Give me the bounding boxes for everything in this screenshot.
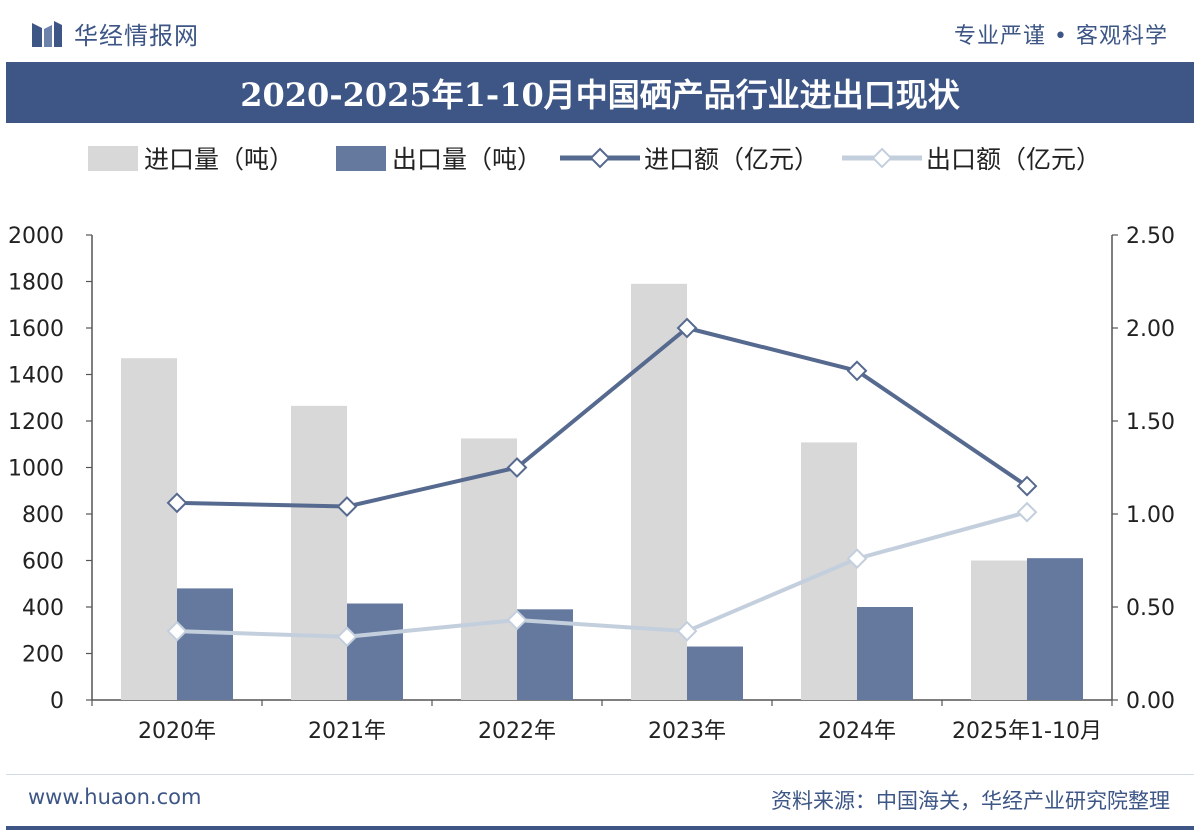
legend-line-export-value (842, 147, 922, 169)
marker-import-value (166, 492, 188, 514)
header-bar: 华经情报网 专业严谨 • 客观科学 (0, 0, 1200, 62)
brand-name: 华经情报网 (74, 22, 199, 50)
left-tick-label: 1600 (8, 317, 64, 342)
marker-import-value (336, 496, 358, 517)
marker-export-value (676, 620, 698, 642)
legend-swatch-export-volume (336, 145, 386, 171)
marker-export-value (846, 548, 868, 570)
left-tick-label: 2000 (8, 224, 64, 249)
x-tick-label: 2020年 (138, 719, 216, 744)
bar-export-volume (1027, 558, 1083, 700)
left-tick-label: 1000 (8, 457, 64, 482)
bar-import-volume (291, 405, 347, 700)
legend-label-export-volume: 出口量（吨） (392, 145, 543, 174)
legend-item-import-value: 进口额（亿元） (560, 138, 819, 178)
brand: 华经情报网 (30, 16, 199, 51)
marker-export-value (1016, 501, 1038, 523)
footer-url: www.huaon.com (28, 785, 202, 809)
brand-logo-icon (32, 20, 62, 47)
right-tick-label: 0.00 (1126, 689, 1175, 714)
chart-plot: 0 200 400 600 800 1000 1200 1400 1600 1800 2000 0.0… (8, 224, 1175, 744)
footer-source: 资料来源：中国海关，华经产业研究院整理 (771, 789, 1170, 813)
marker-export-value (506, 609, 528, 631)
left-tick-label: 600 (22, 550, 64, 575)
legend-label-export-value: 出口额（亿元） (926, 145, 1102, 174)
legend-item-export-value: 出口额（亿元） (842, 138, 1101, 178)
marker-export-value (166, 620, 188, 642)
marker-import-value (1016, 475, 1038, 497)
legend-label-import-volume: 进口量（吨） (144, 145, 295, 174)
right-tick-label: 1.50 (1126, 410, 1175, 435)
bar-import-volume (631, 283, 687, 700)
slogan: 专业严谨 • 客观科学 (954, 24, 1168, 49)
right-tick-label: 0.50 (1126, 596, 1175, 621)
right-tick-label: 2.50 (1126, 224, 1175, 249)
chart-title: 2020-2025年1-10月中国硒产品行业进出口现状 (240, 75, 960, 114)
footer-divider (6, 774, 1194, 775)
right-tick-label: 2.00 (1126, 317, 1175, 342)
x-tick-label: 2023年 (648, 719, 726, 744)
x-tick-label: 2022年 (478, 719, 556, 744)
marker-import-value (846, 360, 868, 382)
title-bar: 2020-2025年1-10月中国硒产品行业进出口现状 (6, 62, 1194, 123)
legend-line-import-value (560, 147, 640, 169)
marker-import-value (506, 457, 528, 478)
left-tick-label: 1800 (8, 271, 64, 296)
bar-import-volume (121, 358, 177, 700)
chart-legend: 进口量（吨） 出口量（吨） 进口额（亿元） 出口额（亿元） (0, 134, 1200, 184)
x-tick-label: 2024年 (818, 719, 896, 744)
left-tick-label: 400 (22, 596, 64, 621)
legend-item-import-volume: 进口量（吨） (88, 138, 294, 178)
x-tick-label: 2021年 (308, 719, 386, 744)
bar-export-volume (857, 607, 913, 700)
bar-export-volume (347, 603, 403, 700)
left-tick-label: 1400 (8, 364, 64, 389)
bar-import-volume (971, 560, 1027, 700)
left-tick-label: 0 (50, 689, 64, 714)
line-export-value (176, 510, 1028, 639)
left-tick-label: 200 (22, 643, 64, 668)
legend-swatch-import-volume (88, 145, 138, 171)
bar-export-volume (687, 646, 743, 700)
bar-export-volume (177, 588, 233, 700)
left-tick-label: 1200 (8, 410, 64, 435)
marker-export-value (336, 626, 358, 648)
legend-label-import-value: 进口额（亿元） (644, 145, 820, 174)
bottom-rule (6, 826, 1194, 830)
left-tick-label: 800 (22, 503, 64, 528)
line-import-value (176, 326, 1029, 509)
x-tick-label: 2025年1-10月 (952, 719, 1102, 744)
bar-import-volume (461, 438, 517, 700)
right-tick-label: 1.00 (1126, 503, 1175, 528)
marker-import-value (676, 317, 698, 339)
legend-item-export-volume: 出口量（吨） (336, 138, 542, 178)
